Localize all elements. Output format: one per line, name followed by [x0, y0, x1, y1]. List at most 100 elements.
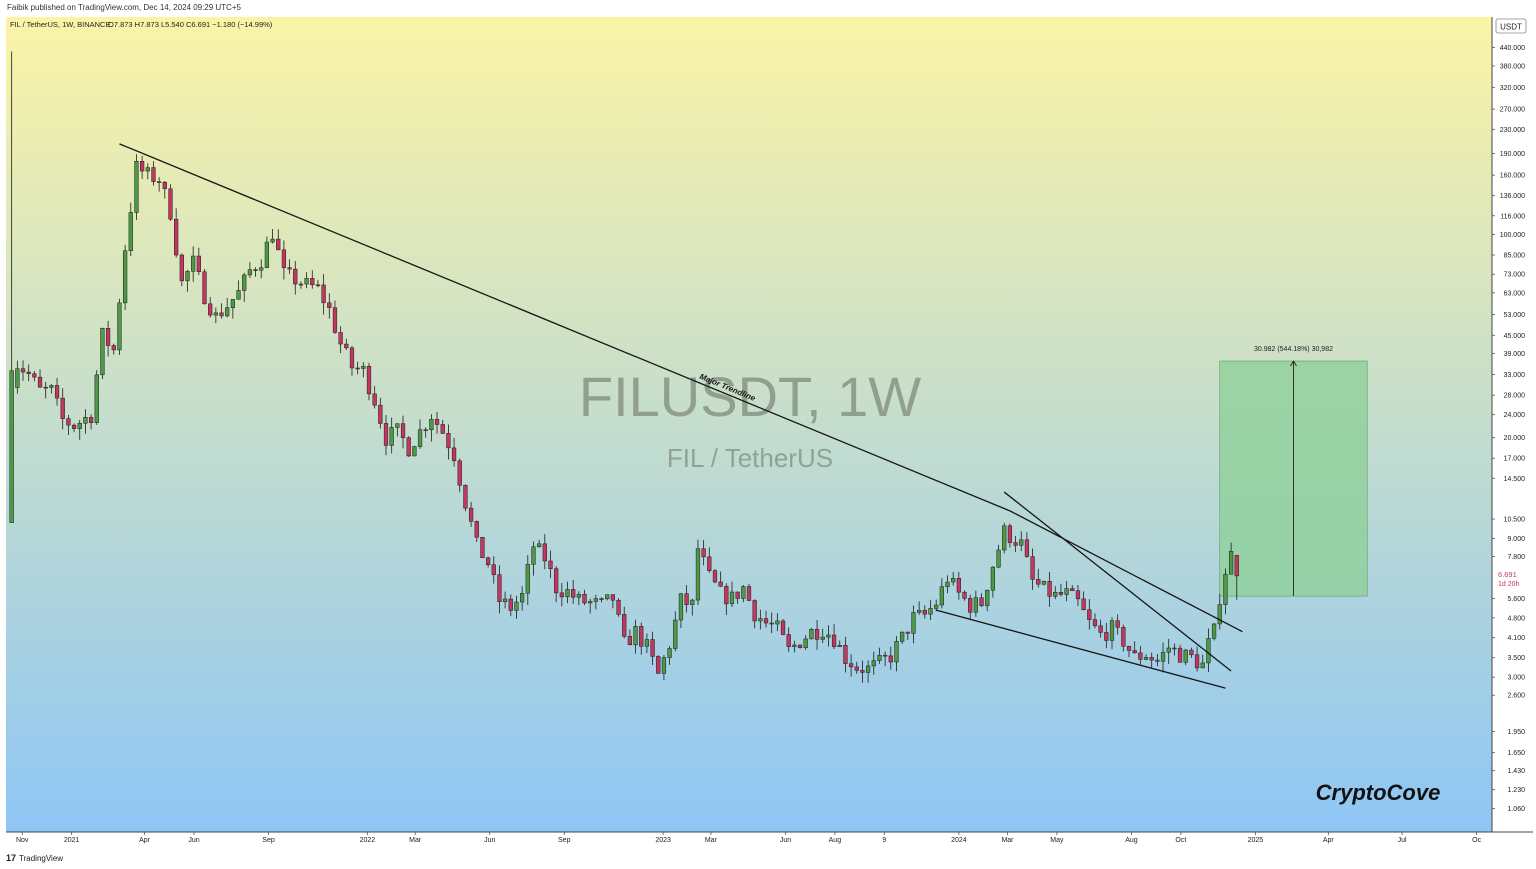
candle-body — [616, 599, 621, 615]
candle-body — [684, 593, 689, 605]
candle-body — [1126, 646, 1132, 651]
candle-body — [270, 238, 275, 243]
candle-body — [1036, 579, 1041, 585]
candle-body — [298, 283, 304, 286]
x-tick-label: Nov — [16, 837, 29, 844]
candle-body — [1223, 573, 1228, 605]
symbol-header: FIL / TetherUS, 1W, BINANCE — [10, 20, 110, 29]
candle-body — [157, 181, 162, 183]
x-tick-label: Jun — [484, 837, 495, 844]
y-tick-label: 190.000 — [1500, 151, 1525, 158]
candle-body — [554, 568, 559, 594]
candle-body — [1070, 588, 1075, 591]
candle-body — [117, 302, 122, 351]
candle-body — [179, 254, 184, 282]
y-tick-label: 380.000 — [1500, 63, 1525, 70]
candle-body — [474, 521, 479, 538]
candle-body — [656, 656, 661, 674]
candle-body — [763, 618, 769, 624]
candle-body — [1200, 662, 1205, 669]
candle-body — [71, 424, 77, 429]
candle-body — [1058, 592, 1064, 595]
trendline — [935, 609, 1226, 689]
candle-body — [247, 269, 253, 276]
candle-body — [162, 181, 167, 190]
x-tick-label: May — [1050, 837, 1064, 844]
candle-body — [985, 589, 990, 606]
candle-body — [837, 644, 842, 647]
candle-body — [951, 578, 956, 583]
y-tick-label: 1.430 — [1507, 768, 1525, 775]
candle-body — [281, 249, 287, 268]
candle-body — [1104, 632, 1109, 641]
candle-body — [911, 612, 916, 634]
candle-body — [1177, 647, 1183, 663]
candle-body — [542, 543, 547, 562]
candle-body — [1155, 659, 1160, 662]
candle-body — [372, 393, 377, 406]
candle-body — [1030, 556, 1035, 580]
candle-body — [213, 312, 218, 316]
candle-body — [122, 250, 128, 304]
candle-body — [1234, 555, 1239, 577]
candle-body — [287, 267, 292, 270]
x-tick-label: 2024 — [951, 837, 967, 844]
currency-label: USDT — [1500, 23, 1522, 32]
currency-badge — [1495, 18, 1527, 34]
target-label: 30.982 (544.18%) 30,982 — [1254, 346, 1333, 353]
candle-body — [1160, 651, 1166, 662]
candle-body — [202, 271, 207, 305]
candle-body — [508, 598, 513, 611]
candle-body — [1019, 539, 1024, 546]
candle-body — [54, 385, 60, 399]
candle-body — [599, 598, 604, 600]
candle-body — [752, 600, 757, 622]
x-tick-label: Oct — [1175, 837, 1186, 844]
candle-body — [724, 586, 729, 605]
y-tick-label: 1.230 — [1507, 787, 1525, 794]
candle-body — [77, 422, 82, 429]
countdown-label: 1d 20h — [1498, 581, 1520, 588]
candle-body — [644, 639, 650, 647]
candle-body — [349, 347, 355, 369]
last-price-label: 6.691 — [1498, 570, 1517, 579]
candle-body — [792, 644, 797, 648]
candle-body — [1132, 650, 1137, 654]
candle-body — [366, 365, 372, 395]
candle-body — [191, 255, 196, 272]
x-tick-label: Jun — [780, 837, 791, 844]
candle-body — [468, 507, 474, 522]
candle-body — [1194, 654, 1200, 669]
candle-body — [565, 589, 570, 598]
candle-body — [922, 609, 927, 615]
candle-body — [729, 591, 735, 605]
candle-body — [446, 433, 451, 449]
last-price-tag: 6.691 1d 20h — [1494, 568, 1524, 589]
candle-body — [457, 460, 462, 486]
x-tick-label: 2022 — [360, 837, 376, 844]
candle-body — [94, 374, 99, 423]
candle-body — [321, 284, 326, 304]
candle-body — [758, 618, 763, 622]
candle-body — [956, 578, 961, 593]
candle-body — [831, 634, 837, 647]
x-tick-label: 2021 — [64, 837, 80, 844]
candle-body — [264, 241, 270, 268]
candle-body — [26, 371, 31, 374]
candle-body — [973, 597, 978, 613]
y-tick-label: 116.000 — [1500, 213, 1525, 220]
candle-body — [673, 619, 678, 649]
candle-body — [939, 586, 944, 606]
candle-body — [571, 589, 576, 598]
candle-body — [15, 368, 20, 388]
candle-body — [843, 644, 848, 664]
candle-body — [1002, 525, 1007, 551]
y-tick-label: 1.060 — [1507, 806, 1525, 813]
x-tick-label: Aug — [829, 837, 842, 844]
time-axis-ticks: Nov 2021 Apr Jun Sep 2022 Mar Jun Sep 2023 Mar Jun A… — [16, 832, 1482, 844]
target-layer: 30.982 (544.18%) 30,982 — [1219, 346, 1368, 597]
candle-body — [525, 564, 530, 594]
candle-body — [338, 332, 343, 345]
x-tick-label: Jul — [1398, 837, 1407, 844]
